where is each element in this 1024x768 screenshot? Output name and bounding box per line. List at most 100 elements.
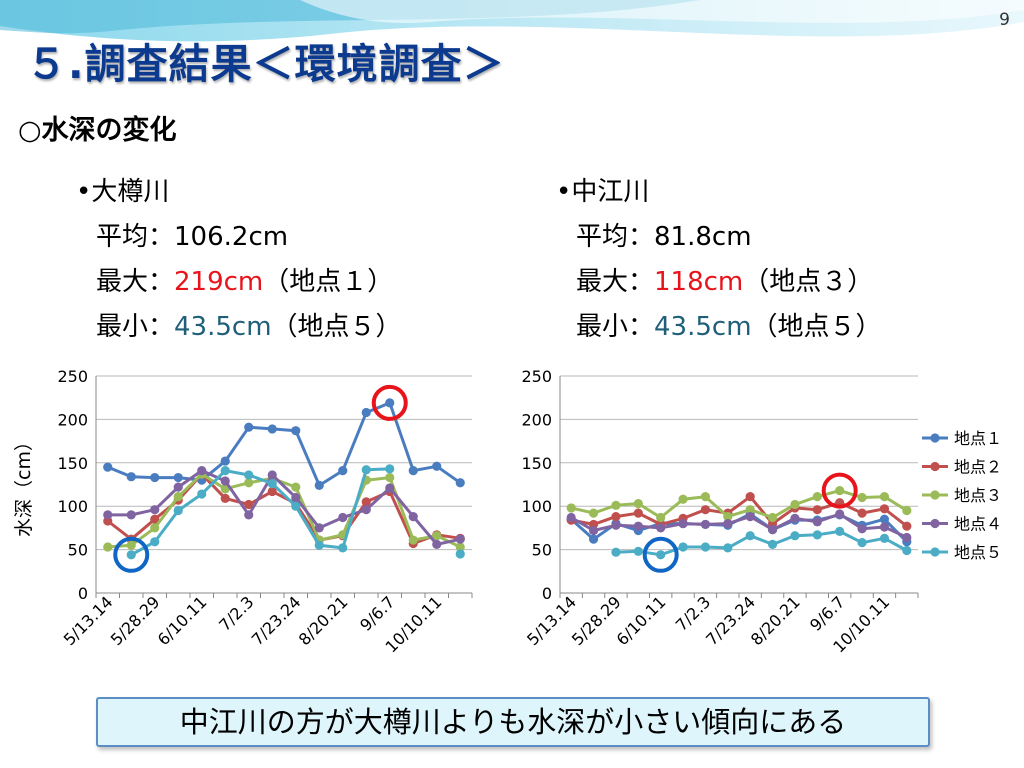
- series-line: [107, 469, 461, 546]
- data-point: [244, 510, 254, 520]
- y-tick-label: 250: [57, 367, 88, 386]
- data-point: [432, 461, 442, 471]
- y-tick-label: 0: [542, 584, 552, 603]
- data-point: [879, 492, 890, 502]
- x-tick-label: 8/20.21: [747, 592, 804, 649]
- y-tick-label: 200: [521, 410, 552, 429]
- x-tick-label: 5/13.14: [60, 592, 117, 649]
- data-point: [220, 476, 230, 486]
- data-point: [566, 512, 576, 523]
- data-point: [611, 512, 621, 522]
- data-point: [656, 512, 666, 523]
- data-point: [103, 542, 113, 552]
- data-point: [314, 540, 324, 550]
- data-point: [103, 462, 113, 472]
- x-tick-label: 7/2.3: [672, 592, 714, 634]
- data-point: [812, 492, 822, 502]
- data-point: [633, 508, 643, 518]
- min-note: （地点５）: [751, 312, 882, 342]
- data-point: [244, 499, 254, 510]
- x-tick-label: 6/10.11: [613, 592, 670, 649]
- legend-marker: [930, 518, 940, 529]
- legend-marker: [930, 547, 940, 557]
- max-note: （地点１）: [263, 267, 394, 297]
- min-value: 43.5cm: [174, 312, 272, 342]
- data-point: [244, 470, 254, 480]
- data-point: [267, 479, 277, 489]
- data-point: [767, 539, 778, 549]
- data-point: [220, 466, 230, 476]
- series-line: [107, 401, 462, 487]
- data-point: [385, 472, 395, 483]
- data-point: [879, 533, 890, 543]
- data-point: [678, 518, 688, 529]
- y-tick-label: 50: [68, 541, 88, 560]
- data-point: [857, 524, 867, 534]
- data-point: [857, 508, 867, 518]
- data-point: [455, 542, 465, 552]
- data-point: [126, 540, 136, 550]
- data-point: [588, 534, 599, 544]
- data-point: [566, 503, 576, 513]
- legend-marker: [930, 490, 940, 500]
- data-point: [611, 547, 621, 557]
- data-point: [126, 550, 136, 560]
- data-point: [267, 424, 277, 434]
- min-label: 最小：: [576, 312, 655, 342]
- data-point: [314, 523, 324, 533]
- data-point: [150, 523, 160, 533]
- data-point: [173, 492, 183, 502]
- data-point: [150, 537, 160, 547]
- max-row: 最大：118cm（地点３）: [556, 260, 882, 305]
- legend-label: 地点１: [954, 429, 1002, 448]
- y-tick-label: 100: [521, 497, 552, 516]
- series-line: [106, 472, 461, 545]
- data-point: [267, 486, 277, 497]
- data-point: [103, 510, 113, 520]
- data-point: [700, 519, 711, 530]
- data-point: [455, 549, 465, 559]
- data-point: [338, 543, 348, 553]
- data-point: [150, 514, 160, 524]
- y-tick-label: 50: [532, 541, 552, 560]
- max-label: 最大：: [576, 267, 655, 297]
- data-point: [745, 531, 755, 541]
- x-tick-label: 6/10.11: [154, 592, 211, 649]
- data-point: [812, 517, 822, 527]
- data-point: [408, 466, 418, 476]
- data-point: [611, 520, 621, 530]
- data-point: [902, 521, 912, 531]
- data-point: [126, 510, 136, 520]
- data-point: [220, 493, 230, 503]
- highlight-circle: [821, 472, 858, 509]
- max-label: 最大：: [96, 267, 175, 297]
- data-point: [812, 505, 822, 515]
- average-value: 81.8cm: [654, 222, 752, 252]
- min-row: 最小：43.5cm（地点５）: [76, 305, 402, 350]
- data-point: [611, 500, 621, 510]
- data-point: [385, 464, 395, 474]
- data-point: [723, 543, 733, 553]
- river-stats-nakae: •中江川 平均：81.8cm 最大：118cm（地点３） 最小：43.5cm（地…: [556, 170, 882, 350]
- average-label: 平均：: [576, 222, 655, 252]
- average-row: 平均：81.8cm: [556, 215, 882, 260]
- data-point: [455, 478, 465, 488]
- x-tick-label: 5/28.29: [107, 592, 164, 649]
- y-tick-label: 150: [57, 454, 88, 473]
- data-point: [173, 482, 183, 492]
- series-line: [570, 512, 908, 539]
- data-point: [361, 407, 371, 418]
- data-point: [835, 509, 845, 519]
- data-point: [790, 499, 800, 510]
- x-tick-label: 7/23.24: [248, 592, 305, 649]
- data-point: [835, 485, 845, 496]
- data-point: [723, 518, 733, 529]
- data-point: [700, 505, 711, 515]
- data-point: [173, 505, 183, 516]
- data-point: [361, 505, 371, 515]
- header-wave-decoration: [0, 0, 1024, 42]
- legend-marker: [930, 461, 940, 472]
- data-point: [455, 534, 465, 544]
- data-point: [244, 422, 254, 432]
- data-point: [150, 505, 160, 515]
